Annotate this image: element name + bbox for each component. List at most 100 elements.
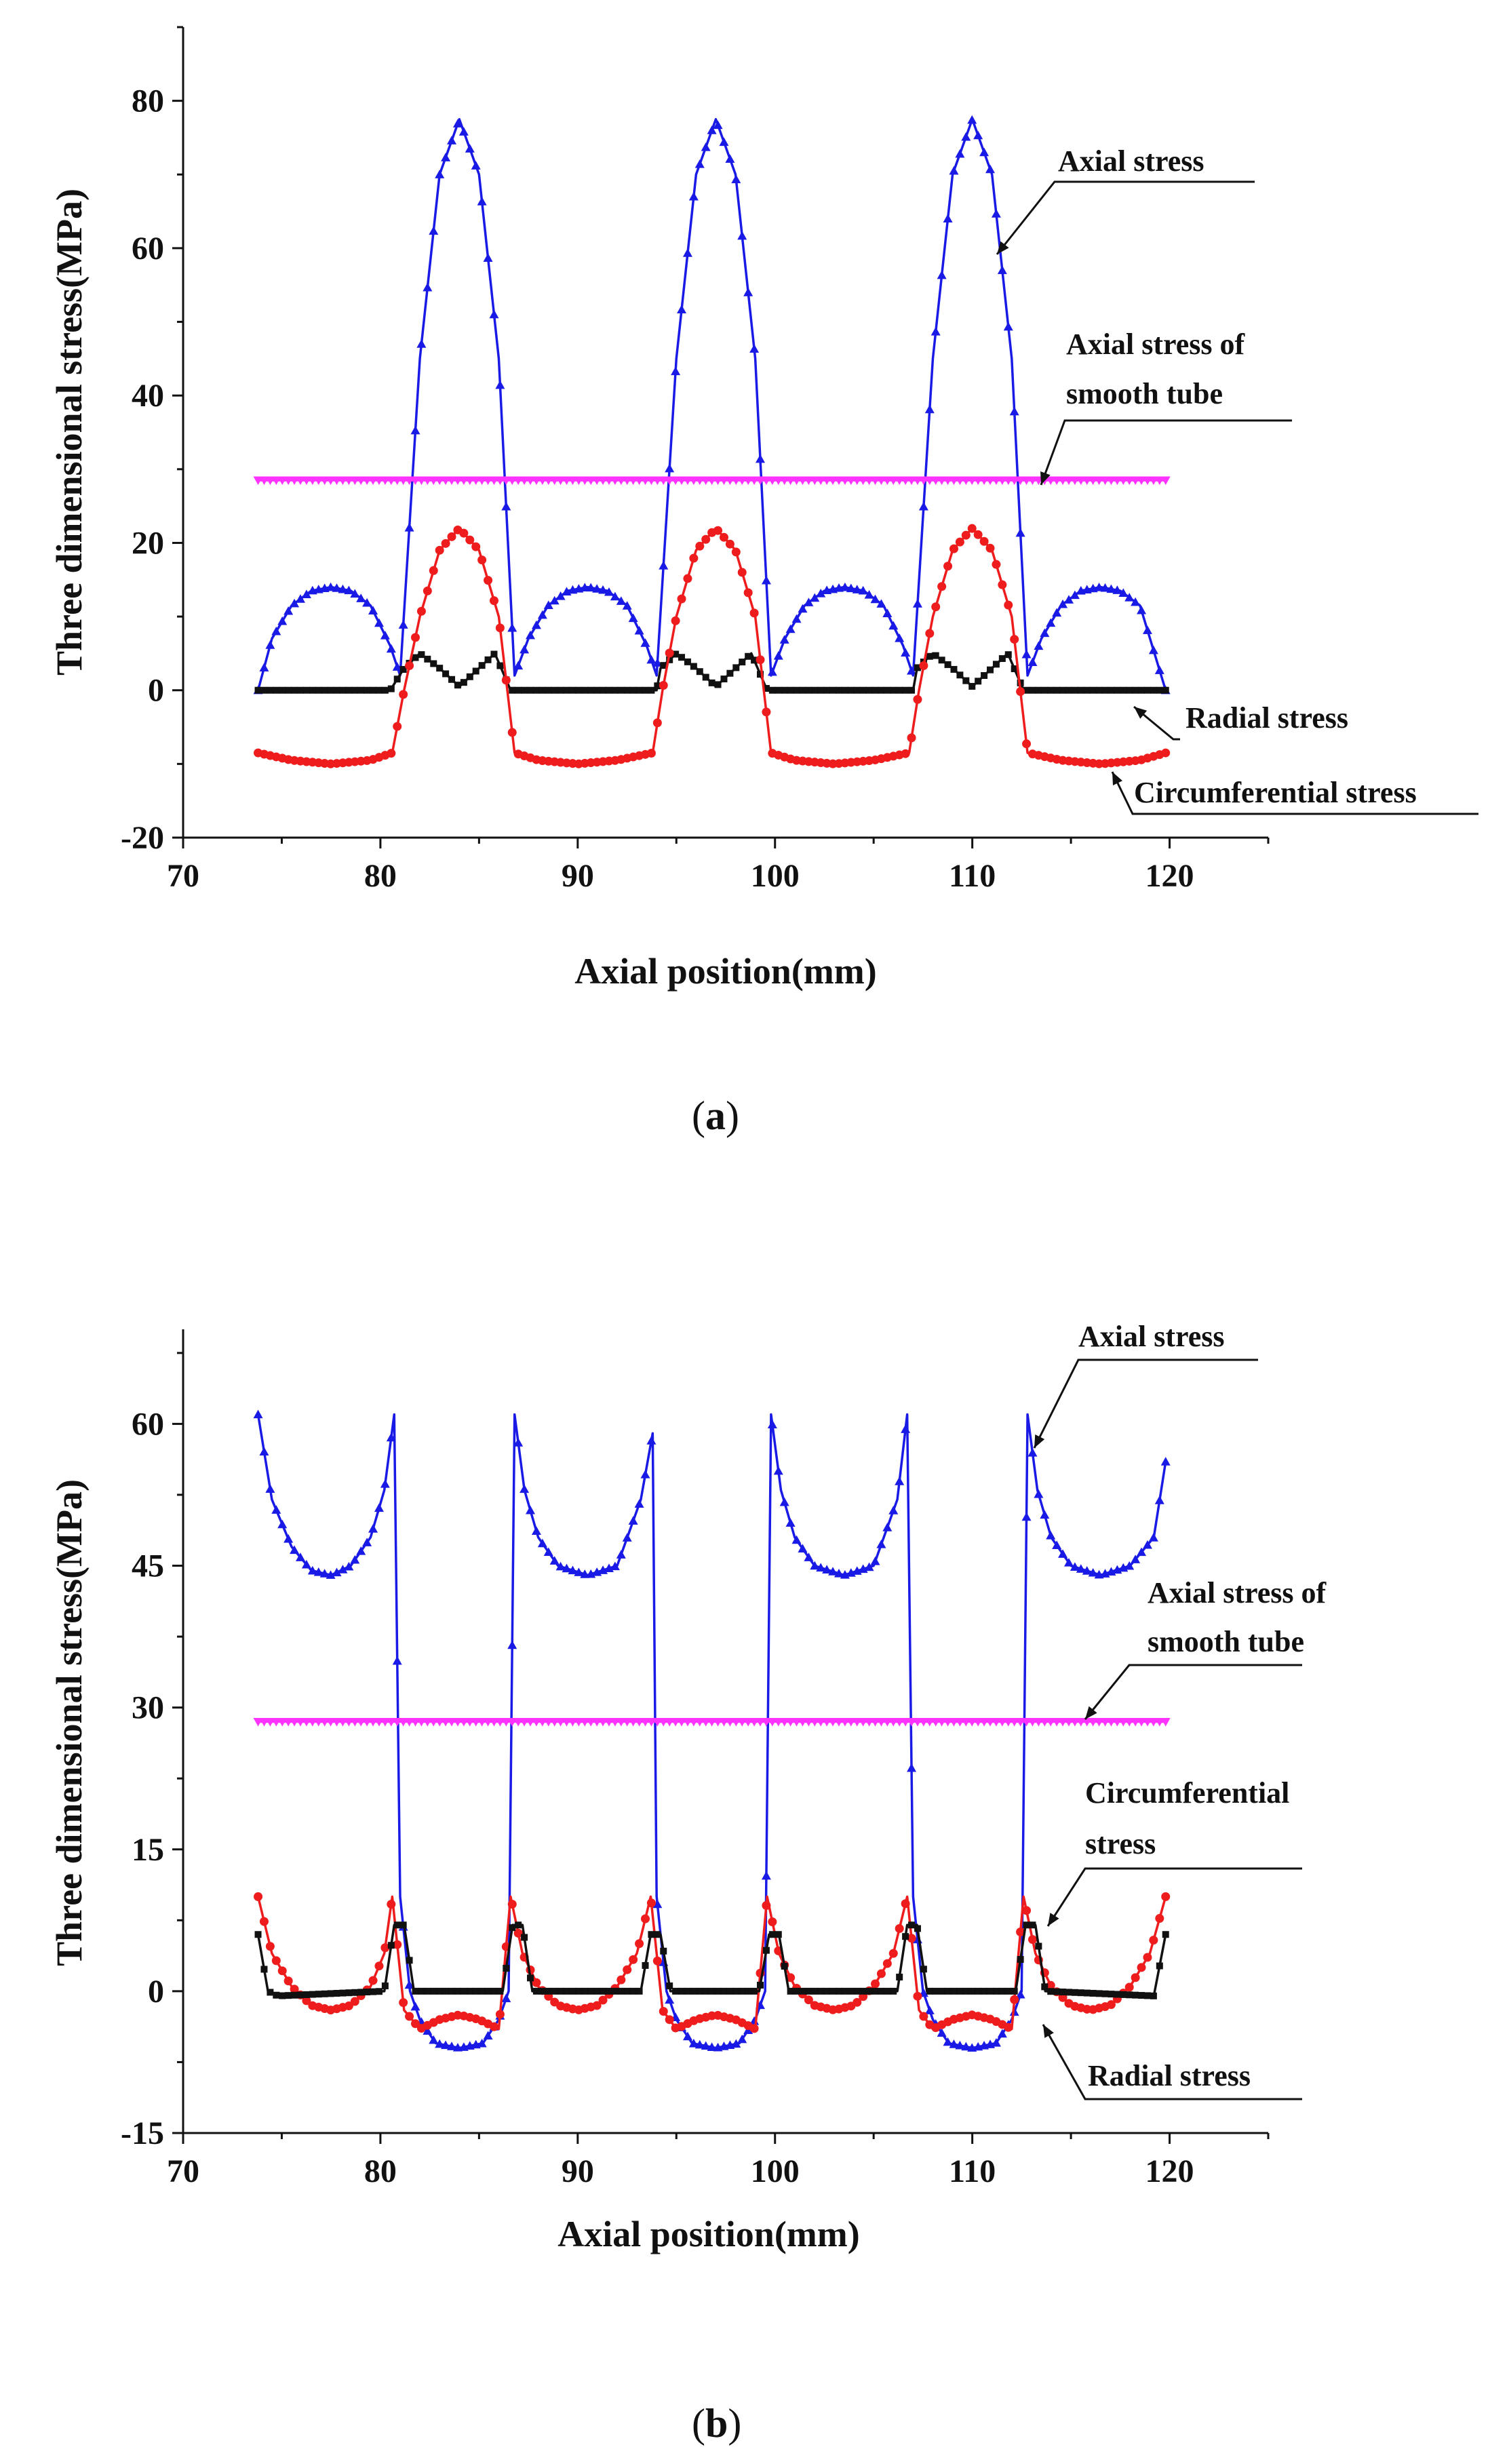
- data-point: [654, 682, 661, 690]
- data-point: [1034, 641, 1044, 650]
- data-point: [628, 613, 638, 623]
- data-point: [380, 1479, 390, 1488]
- data-point: [810, 476, 820, 486]
- data-point: [884, 686, 891, 694]
- data-point: [507, 1640, 517, 1649]
- data-point: [1021, 1512, 1032, 1521]
- data-point: [967, 115, 977, 124]
- data-point: [949, 165, 959, 175]
- annotation-arrowhead: [1085, 1706, 1097, 1719]
- data-point: [924, 404, 935, 414]
- data-point: [805, 1987, 812, 1995]
- data-point: [1022, 1906, 1032, 1915]
- data-point: [1108, 1991, 1115, 1998]
- data-point: [702, 673, 709, 681]
- data-point: [895, 633, 905, 642]
- data-point: [1108, 686, 1115, 694]
- data-point: [472, 1987, 479, 1995]
- data-point: [277, 1966, 287, 1976]
- annotation-arrowhead: [1134, 707, 1148, 719]
- data-point: [501, 1993, 511, 2003]
- data-point: [924, 2006, 935, 2014]
- data-point: [677, 594, 686, 604]
- data-point: [483, 476, 493, 486]
- data-point: [1017, 1956, 1024, 1963]
- data-point: [1058, 1549, 1068, 1558]
- data-point: [646, 476, 656, 486]
- data-point: [277, 1519, 288, 1529]
- data-point: [829, 1987, 837, 1995]
- data-point: [761, 476, 771, 486]
- data-point: [961, 1717, 971, 1727]
- data-point: [659, 476, 669, 486]
- data-point: [853, 686, 861, 694]
- annotation-arrowhead: [1034, 1434, 1045, 1448]
- data-point: [319, 476, 330, 486]
- data-point: [441, 153, 451, 161]
- data-point: [478, 662, 486, 669]
- data-point: [404, 476, 414, 486]
- data-point: [339, 1989, 347, 1997]
- series-line: [256, 1923, 1167, 1997]
- data-point: [822, 1565, 832, 1573]
- data-point: [930, 476, 941, 486]
- data-point: [799, 686, 806, 694]
- data-point: [386, 644, 396, 653]
- data-point: [598, 1717, 608, 1727]
- data-point: [381, 1982, 389, 1990]
- data-point: [531, 1526, 541, 1536]
- data-point: [1137, 1963, 1146, 1972]
- data-point: [357, 1989, 365, 1996]
- data-point: [896, 1974, 903, 1981]
- y-tick-label: 45: [132, 1548, 164, 1584]
- data-point: [259, 663, 269, 672]
- data-point: [640, 1717, 650, 1727]
- data-point: [743, 588, 753, 598]
- data-point: [648, 686, 655, 694]
- data-point: [937, 1717, 947, 1727]
- data-point: [580, 476, 590, 486]
- data-point: [478, 1987, 486, 1995]
- data-point: [562, 1563, 572, 1573]
- data-point: [387, 749, 396, 758]
- data-point: [1088, 476, 1098, 486]
- data-point: [380, 476, 390, 486]
- data-point: [495, 623, 505, 633]
- data-point: [1137, 476, 1147, 486]
- data-point: [907, 476, 917, 486]
- data-point: [1063, 595, 1074, 604]
- data-point: [623, 1965, 632, 1974]
- data-point: [441, 476, 451, 486]
- annotation-label: Axial stress: [1058, 144, 1204, 178]
- data-point: [423, 282, 433, 292]
- data-point: [888, 1506, 899, 1514]
- y-tick-label: 60: [132, 1406, 164, 1442]
- data-point: [949, 476, 959, 486]
- data-point: [543, 476, 553, 486]
- data-point: [739, 659, 746, 666]
- data-point: [290, 598, 300, 608]
- data-point: [841, 1987, 848, 1995]
- data-point: [1052, 1540, 1062, 1550]
- data-point: [520, 644, 530, 654]
- data-point: [393, 1940, 402, 1949]
- data-point: [775, 1931, 782, 1938]
- data-point: [574, 476, 584, 486]
- data-point: [442, 670, 450, 678]
- data-point: [309, 686, 316, 694]
- annotation-label: smooth tube: [1148, 1625, 1304, 1658]
- data-point: [254, 1931, 262, 1938]
- data-point: [436, 665, 444, 672]
- annotation-leader: [1042, 2024, 1302, 2100]
- data-point: [660, 662, 667, 669]
- data-point: [781, 686, 788, 694]
- data-point: [785, 624, 796, 633]
- data-point: [688, 476, 699, 486]
- data-point: [665, 648, 674, 658]
- annotation-leader: [1133, 705, 1180, 741]
- data-point: [271, 1717, 281, 1727]
- data-point: [635, 686, 643, 694]
- data-point: [912, 599, 922, 608]
- y-tick-label: 40: [132, 378, 164, 414]
